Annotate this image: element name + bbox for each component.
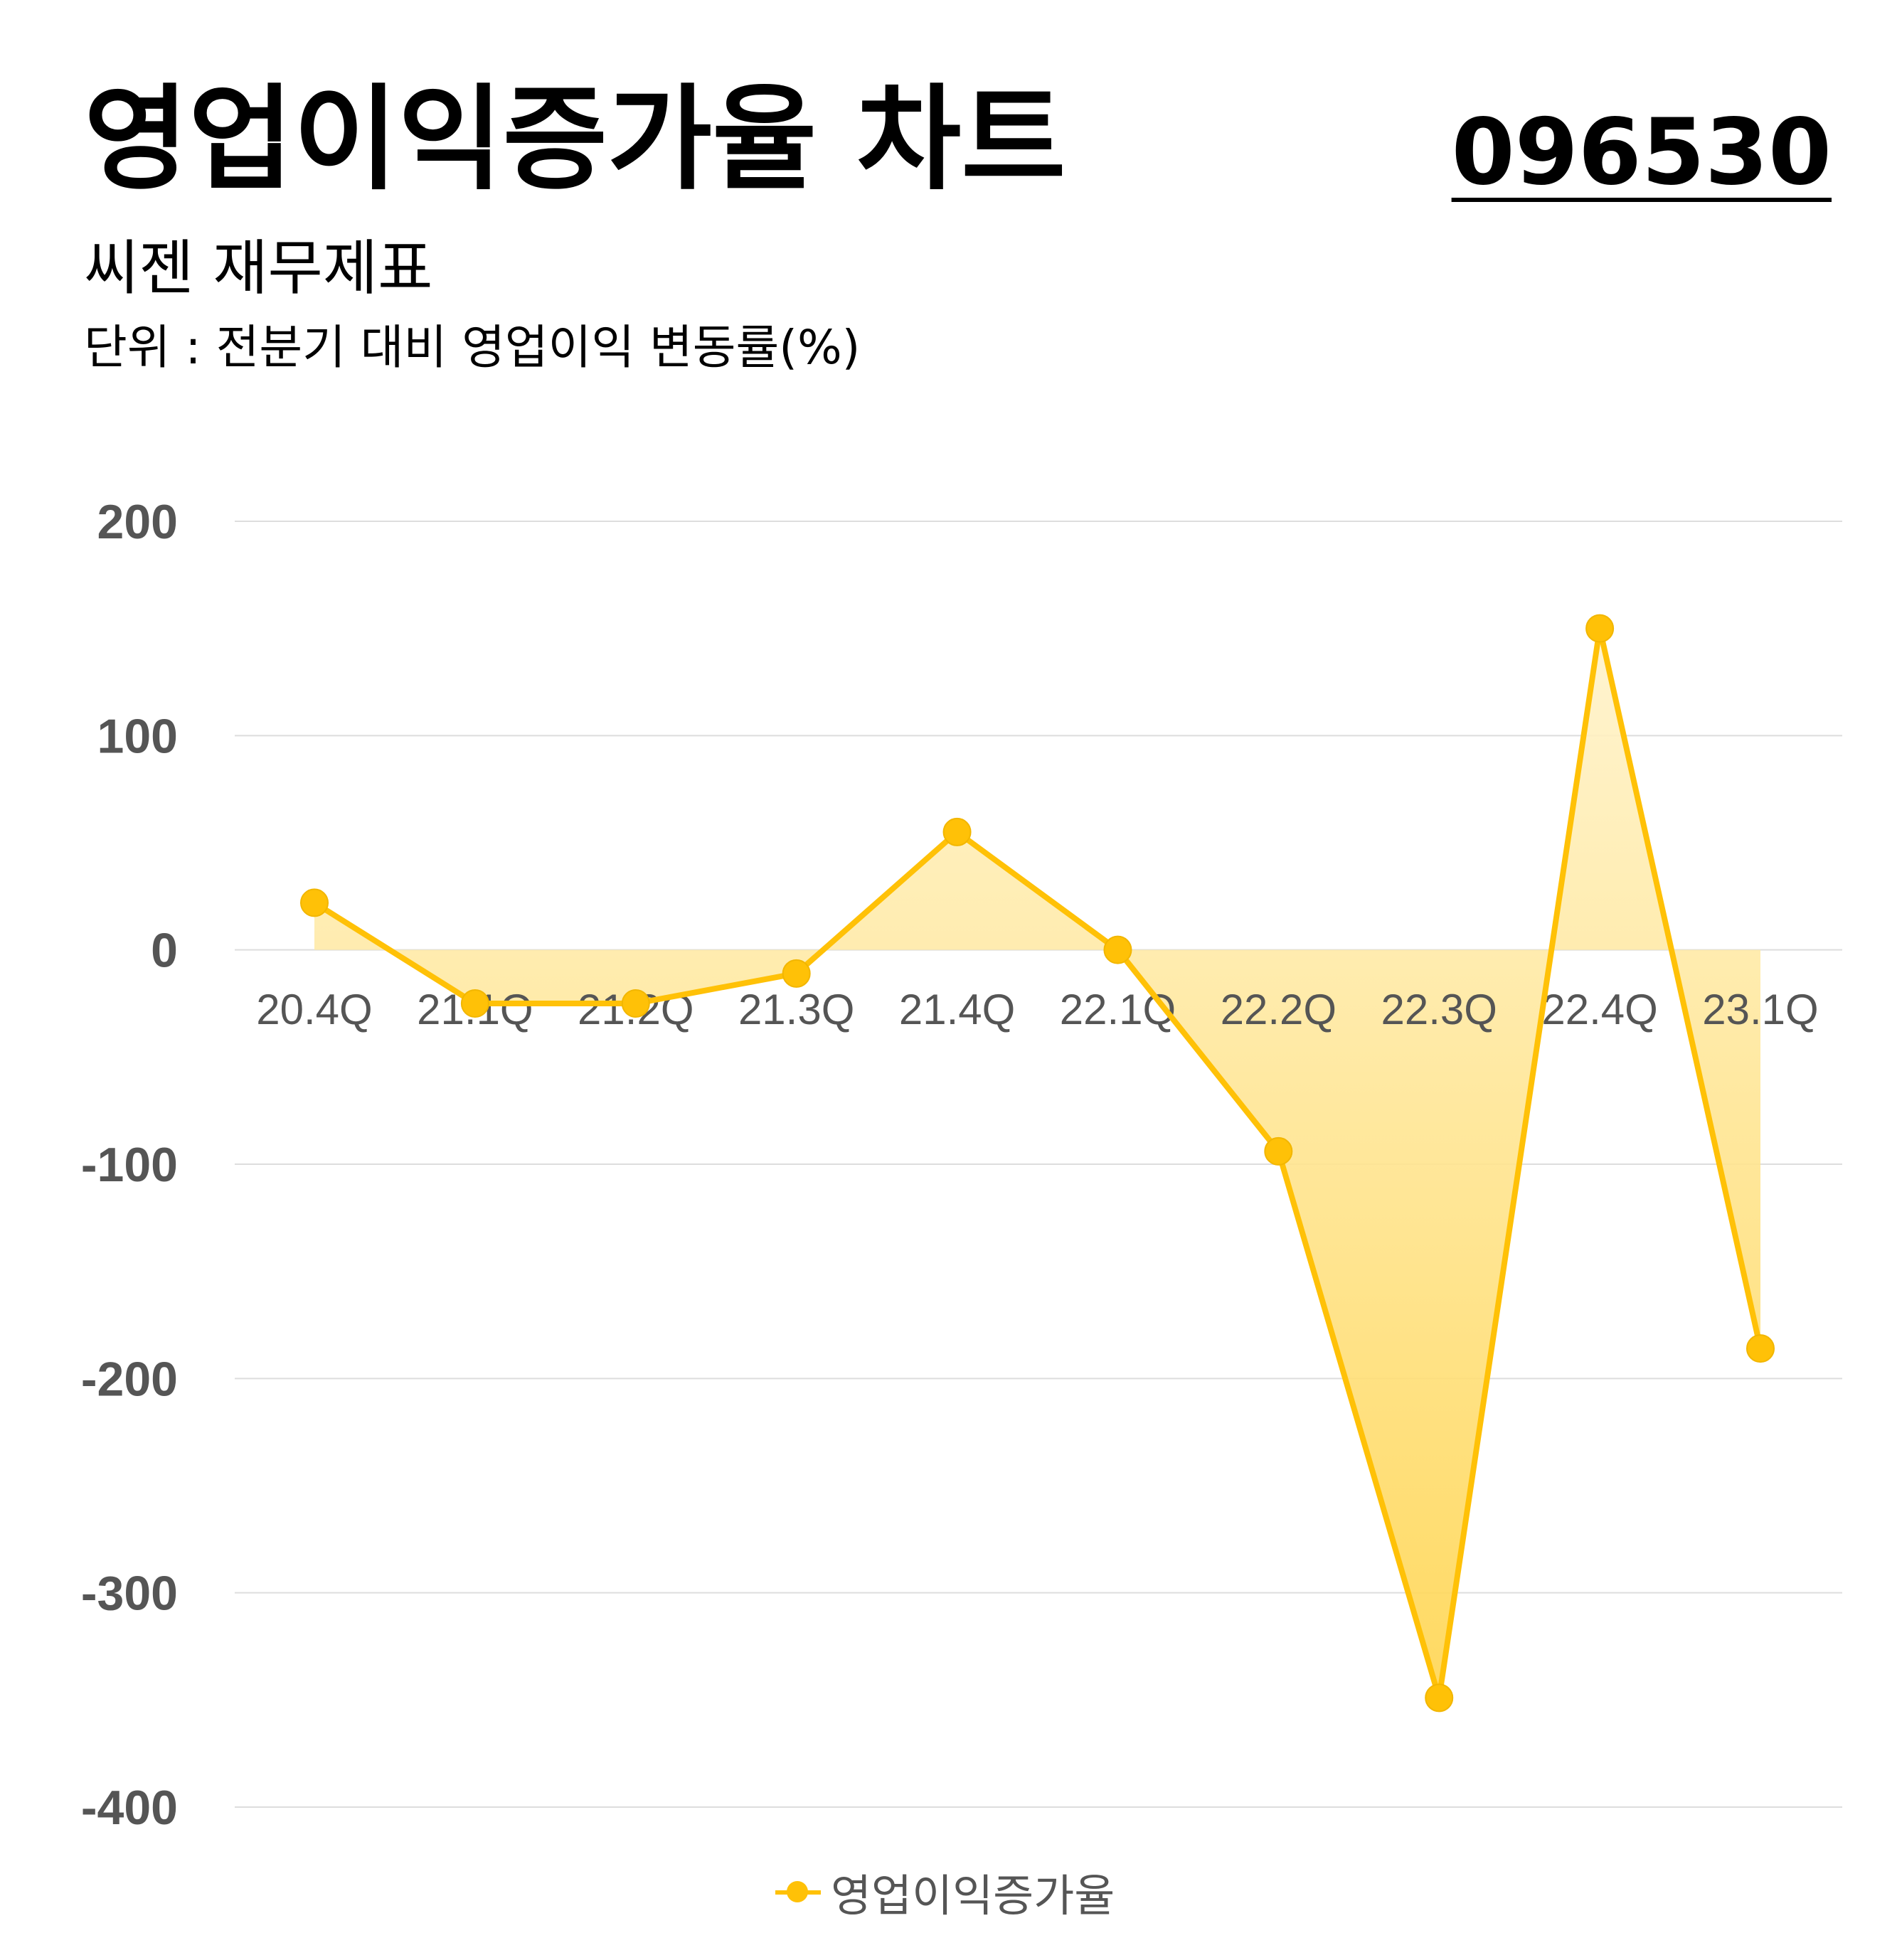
data-point[interactable] bbox=[460, 989, 489, 1018]
x-tick-label: 22.4Q bbox=[1541, 986, 1657, 1033]
x-tick-label: 23.1Q bbox=[1702, 986, 1818, 1033]
legend-label: 영업이익증가율 bbox=[831, 1870, 1115, 1922]
stock-code-link[interactable]: 096530 bbox=[1451, 100, 1832, 206]
legend-marker-icon bbox=[775, 1881, 821, 1902]
y-tick-label: -100 bbox=[81, 1138, 178, 1192]
series-line-path bbox=[312, 625, 1763, 1701]
data-point[interactable] bbox=[942, 817, 972, 846]
x-tick-label: 22.3Q bbox=[1381, 986, 1497, 1033]
data-point[interactable] bbox=[621, 989, 650, 1018]
x-tick-label: 22.2Q bbox=[1221, 986, 1337, 1033]
y-tick-label: 200 bbox=[97, 495, 178, 549]
legend[interactable]: 영업이익증가율 bbox=[775, 1860, 1115, 1924]
data-point[interactable] bbox=[1425, 1683, 1454, 1713]
unit-label: 단위 : 전분기 대비 영업이익 변동률(%) bbox=[84, 320, 861, 375]
y-tick-label: -300 bbox=[81, 1567, 178, 1621]
series-points bbox=[300, 614, 1775, 1713]
y-axis-tick-labels: 200 100 0 -100 -200 -300 -400 bbox=[81, 495, 178, 1835]
x-tick-label: 21.4Q bbox=[899, 986, 1015, 1033]
series-line bbox=[312, 625, 1763, 1701]
data-point[interactable] bbox=[782, 959, 811, 988]
data-point[interactable] bbox=[1264, 1136, 1293, 1166]
y-tick-label: 0 bbox=[151, 924, 178, 978]
y-tick-label: -400 bbox=[81, 1781, 178, 1835]
x-tick-label: 21.3Q bbox=[738, 986, 854, 1033]
y-tick-label: -200 bbox=[81, 1352, 178, 1406]
data-point[interactable] bbox=[1746, 1334, 1775, 1363]
page-title: 영업이익증가율 차트 bbox=[84, 73, 1066, 206]
data-point[interactable] bbox=[1585, 614, 1615, 643]
x-tick-label: 20.4Q bbox=[256, 986, 372, 1033]
x-tick-label: 22.1Q bbox=[1060, 986, 1176, 1033]
data-point[interactable] bbox=[1103, 935, 1132, 964]
x-axis-tick-labels: 20.4Q21.1Q21.2Q21.3Q21.4Q22.1Q22.2Q22.3Q… bbox=[256, 986, 1818, 1033]
series-area bbox=[314, 628, 1760, 1698]
data-point[interactable] bbox=[300, 888, 329, 917]
y-tick-label: 100 bbox=[97, 709, 178, 763]
page-subtitle: 씨젠 재무제표 bbox=[84, 233, 433, 303]
area-fill bbox=[314, 628, 1760, 1698]
